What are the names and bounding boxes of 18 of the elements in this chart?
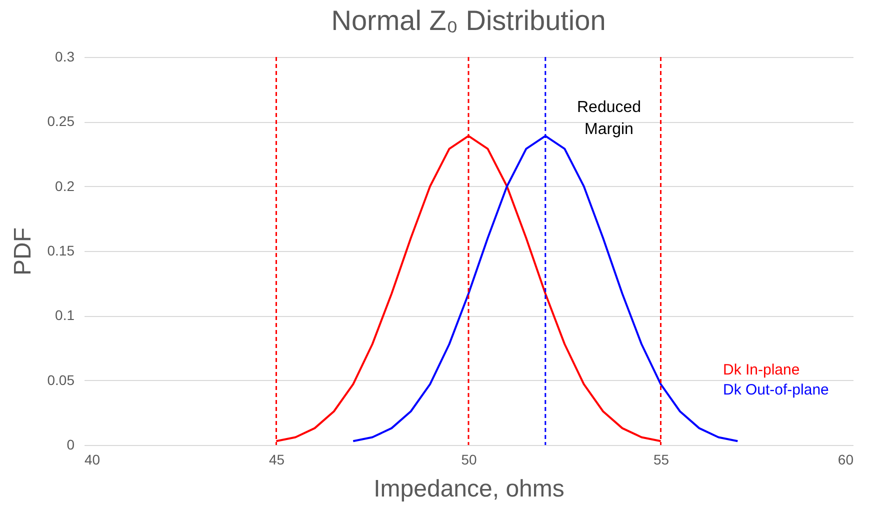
- x-tick-label: 50: [461, 452, 477, 468]
- x-tick-label: 55: [653, 452, 670, 468]
- y-tick-label: 0.15: [47, 242, 75, 258]
- y-tick-label: 0.2: [55, 178, 75, 194]
- x-tick-label: 40: [84, 452, 100, 468]
- x-axis-title: Impedance, ohms: [374, 476, 564, 502]
- text: Dk Out-of-plane: [723, 382, 829, 398]
- chart-title: Normal Z₀ Distribution: [331, 5, 606, 36]
- y-tick-label: 0.3: [55, 48, 75, 64]
- y-tick-label: 0: [66, 436, 75, 452]
- x-tick-label: 45: [268, 452, 285, 468]
- annotation: Reduced Margin: [576, 99, 642, 138]
- y-tick-label: 0.05: [47, 372, 75, 388]
- y-axis-title: PDF: [9, 228, 36, 276]
- y-tick-label: 0.25: [47, 113, 75, 130]
- y-tick-label: 0.1: [55, 307, 75, 324]
- text: Dk In-plane: [723, 362, 800, 378]
- x-tick-label: 60: [838, 452, 854, 468]
